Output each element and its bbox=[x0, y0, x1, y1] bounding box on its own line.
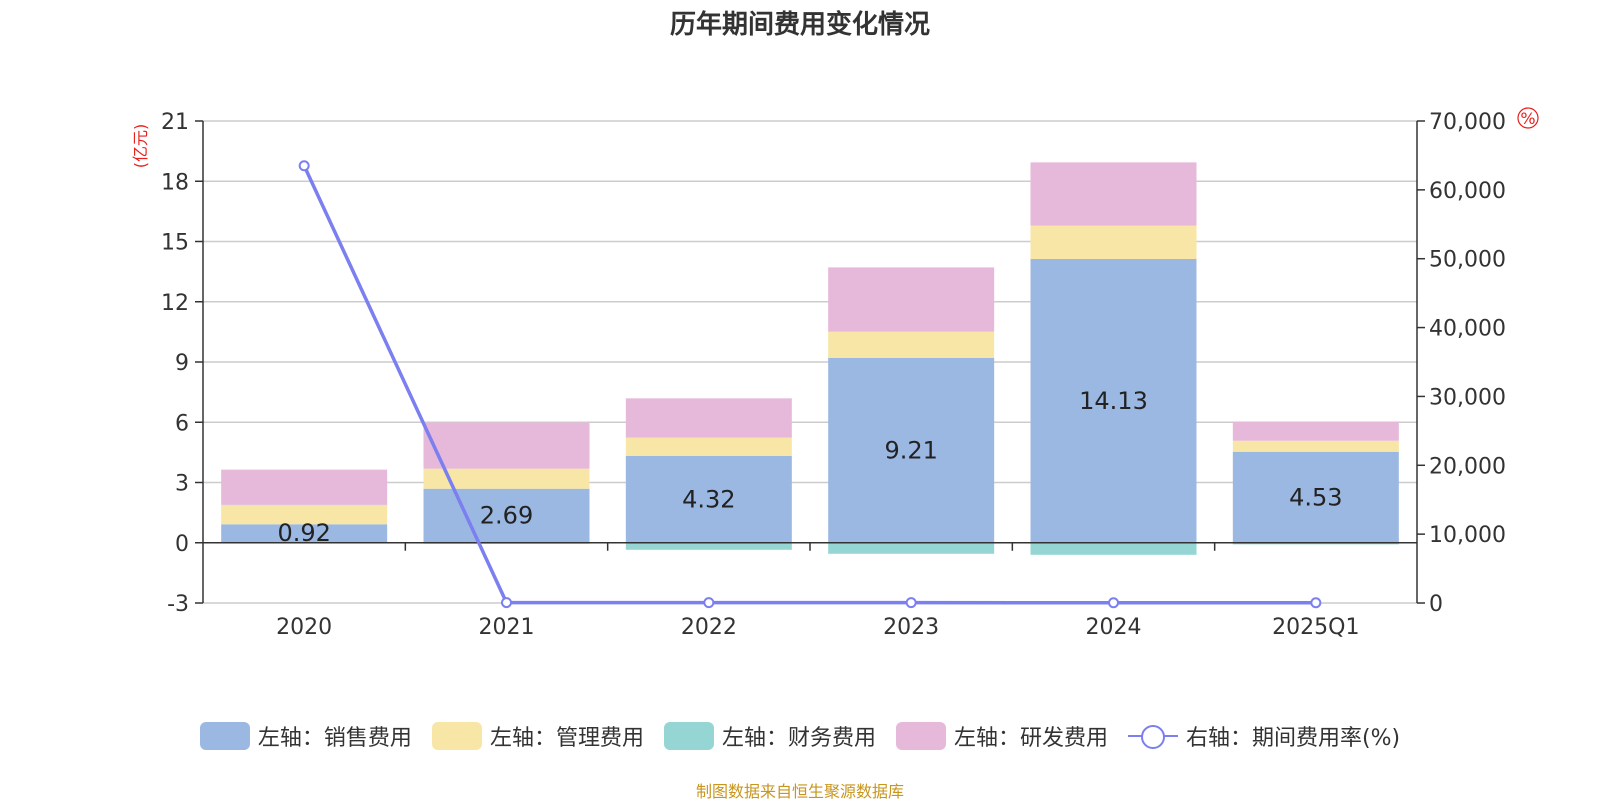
x-axis-category-label: 2023 bbox=[883, 615, 939, 640]
left-axis-tick-label: -3 bbox=[167, 592, 189, 617]
data-source-note: 制图数据来自恒生聚源数据库 bbox=[0, 778, 1600, 802]
bar-segment-finance bbox=[626, 543, 792, 550]
right-axis-tick-label: 30,000 bbox=[1429, 385, 1506, 410]
left-axis-tick-label: 6 bbox=[175, 411, 189, 436]
bar-segment-admin bbox=[1031, 226, 1197, 259]
left-axis-tick-label: 12 bbox=[161, 291, 189, 316]
left-axis-tick-label: 3 bbox=[175, 472, 189, 497]
bar-segment-rd bbox=[626, 398, 792, 437]
bar-segment-rd bbox=[424, 422, 590, 468]
legend-label-finance: 左轴：财务费用 bbox=[722, 720, 876, 752]
bar-segment-admin bbox=[626, 438, 792, 456]
rate-point bbox=[907, 598, 916, 607]
right-axis-tick-label: 70,000 bbox=[1429, 110, 1506, 135]
data-label-sales: 9.21 bbox=[884, 436, 937, 464]
legend-label-rate: 右轴：期间费用率(%) bbox=[1186, 720, 1400, 752]
legend-swatch-rate bbox=[1128, 722, 1178, 750]
rate-point bbox=[502, 598, 511, 607]
left-axis-tick-label: 15 bbox=[161, 231, 189, 256]
legend-item-sales[interactable]: 左轴：销售费用 bbox=[200, 720, 412, 752]
legend-swatch-sales bbox=[200, 722, 250, 750]
left-axis-tick-label: 0 bbox=[175, 532, 189, 557]
legend-label-sales: 左轴：销售费用 bbox=[258, 720, 412, 752]
bar-segment-admin bbox=[828, 332, 994, 358]
right-axis-unit: % bbox=[1520, 109, 1535, 128]
rate-point bbox=[1109, 598, 1118, 607]
bar-segment-admin bbox=[1233, 441, 1399, 452]
bar-segment-finance bbox=[828, 543, 994, 554]
bar-segment-rd bbox=[828, 267, 994, 331]
left-axis-tick-label: 21 bbox=[161, 110, 189, 135]
left-axis-unit: (亿元) bbox=[131, 124, 150, 169]
data-label-sales: 14.13 bbox=[1079, 387, 1148, 415]
chart-canvas: 21 18 15 12 9 6 3 0 -3 70,000 60,000 50,000 40,000 30… bbox=[0, 0, 1600, 720]
x-axis-category-label: 2021 bbox=[479, 615, 535, 640]
right-axis-tick-label: 0 bbox=[1429, 592, 1443, 617]
legend-swatch-finance bbox=[664, 722, 714, 750]
rate-point bbox=[704, 598, 713, 607]
bar-segment-rd bbox=[1233, 422, 1399, 441]
x-axis-category-label: 2024 bbox=[1086, 615, 1142, 640]
rate-point bbox=[1311, 598, 1320, 607]
legend-swatch-rd bbox=[896, 722, 946, 750]
right-axis-tick-label: 10,000 bbox=[1429, 523, 1506, 548]
right-axis-tick-label: 20,000 bbox=[1429, 454, 1506, 479]
legend-swatch-admin bbox=[432, 722, 482, 750]
legend-item-rd[interactable]: 左轴：研发费用 bbox=[896, 720, 1108, 752]
legend-item-rate[interactable]: 右轴：期间费用率(%) bbox=[1128, 720, 1400, 752]
legend-item-admin[interactable]: 左轴：管理费用 bbox=[432, 720, 644, 752]
chart-legend: 左轴：销售费用 左轴：管理费用 左轴：财务费用 左轴：研发费用 右轴：期间费用率… bbox=[0, 720, 1600, 752]
data-label-sales: 4.53 bbox=[1289, 483, 1342, 511]
data-label-sales: 0.92 bbox=[277, 519, 330, 547]
rate-point bbox=[300, 161, 309, 170]
left-axis-tick-label: 18 bbox=[161, 170, 189, 195]
bar-segment-finance bbox=[1031, 543, 1197, 555]
right-axis-tick-label: 60,000 bbox=[1429, 179, 1506, 204]
data-label-sales: 2.69 bbox=[480, 502, 533, 530]
bar-segment-rd bbox=[1031, 162, 1197, 225]
x-axis-category-label: 2022 bbox=[681, 615, 737, 640]
legend-item-finance[interactable]: 左轴：财务费用 bbox=[664, 720, 876, 752]
left-axis-tick-label: 9 bbox=[175, 351, 189, 376]
right-axis-tick-label: 40,000 bbox=[1429, 317, 1506, 342]
legend-label-admin: 左轴：管理费用 bbox=[490, 720, 644, 752]
x-axis-category-label: 2020 bbox=[276, 615, 332, 640]
right-axis-tick-label: 50,000 bbox=[1429, 248, 1506, 273]
legend-label-rd: 左轴：研发费用 bbox=[954, 720, 1108, 752]
data-label-sales: 4.32 bbox=[682, 485, 735, 513]
bar-segment-rd bbox=[221, 470, 387, 505]
x-axis-category-label: 2025Q1 bbox=[1272, 615, 1359, 640]
